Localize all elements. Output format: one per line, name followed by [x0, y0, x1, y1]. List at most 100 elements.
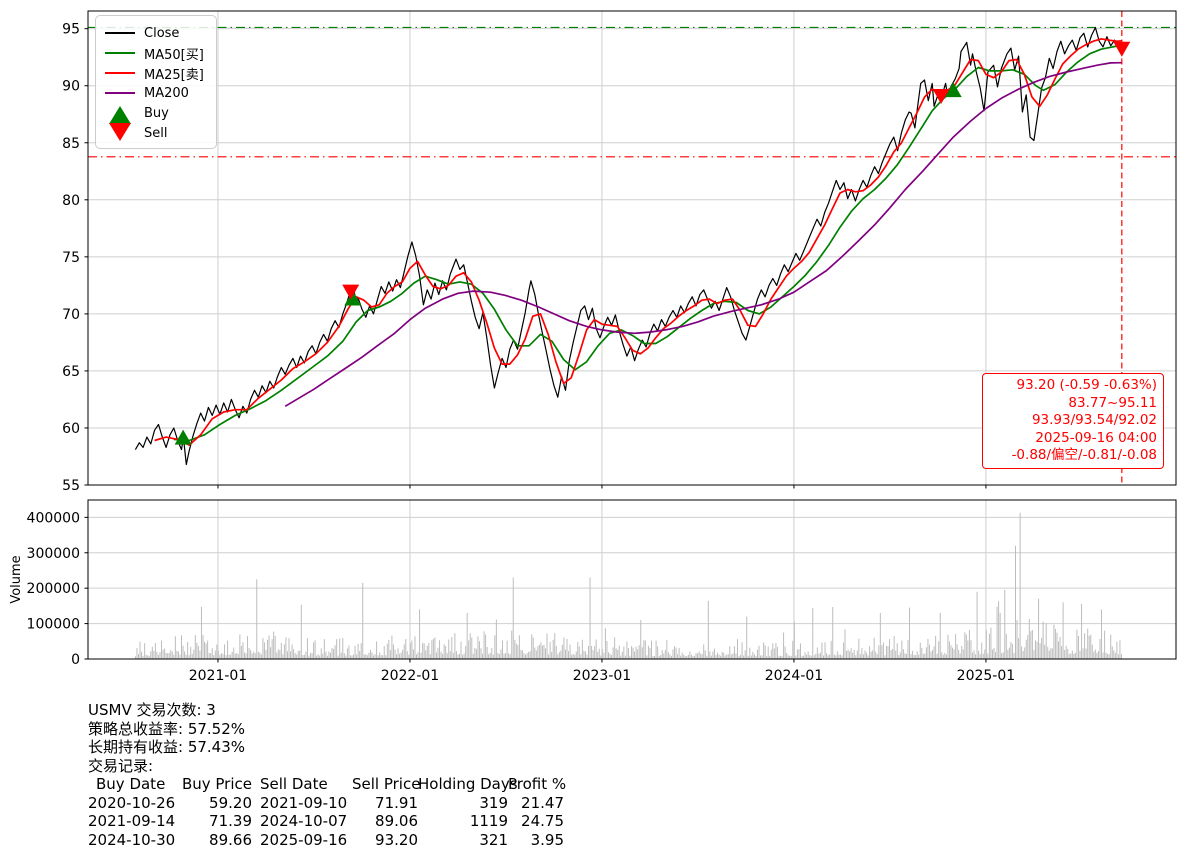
legend-line-swatch	[105, 52, 135, 54]
series-ma200	[284, 61, 1123, 408]
legend-label: MA25[卖]	[144, 67, 204, 83]
series-close	[134, 26, 1123, 466]
legend-line-swatch	[105, 72, 135, 74]
legend-item-close: Close	[105, 23, 204, 43]
volume-ytick-label: 300000	[27, 546, 80, 562]
trade-col-header: Sell Price	[352, 775, 421, 793]
price-ytick-label: 55	[62, 478, 80, 494]
price-ytick-label: 85	[62, 136, 80, 152]
legend-item-ma25: MA25[卖]	[105, 63, 204, 83]
buy-marker	[944, 82, 962, 98]
trade-col-header: Holding Days	[418, 775, 518, 793]
trade-table-header: Buy Date Buy Price Sell Date Sell Price Hold…	[88, 775, 567, 794]
trade-cell: 93.20	[375, 830, 418, 849]
trade-cell: 89.66	[209, 830, 252, 849]
trade-cell: 2020-10-26	[88, 793, 176, 812]
annotation-line: 2025-09-16 04:00	[1035, 429, 1157, 446]
annotation-line: -0.88/偏空/-0.81/-0.08	[1011, 447, 1157, 464]
price-ytick-label: 65	[62, 364, 80, 380]
legend-line-swatch	[105, 32, 135, 34]
trade-cell: 59.20	[209, 793, 252, 812]
trade-table: Buy Date Buy Price Sell Date Sell Price Hold…	[88, 775, 567, 850]
legend-item-buy: Buy	[105, 103, 204, 124]
series-ma25	[154, 38, 1123, 446]
stats-records-label: 交易记录:	[88, 756, 154, 775]
trade-cell: 3.95	[530, 830, 564, 849]
price-ytick-label: 95	[62, 22, 80, 38]
legend-label: Close	[144, 25, 180, 41]
trade-cell: 89.06	[375, 812, 418, 830]
x-axis-tick-label: 2025-01	[957, 668, 1016, 684]
trade-cell: 2024-10-07	[260, 812, 348, 830]
volume-ytick-label: 100000	[27, 617, 80, 633]
series-ma50	[173, 44, 1123, 442]
trade-cell: 2024-10-30	[88, 830, 176, 849]
legend-label: Buy	[144, 105, 169, 121]
x-axis-tick-label: 2022-01	[381, 668, 440, 684]
legend-swatch	[105, 83, 135, 103]
legend-label: MA50[买]	[144, 47, 204, 63]
price-panel-border	[87, 10, 1177, 486]
legend-item-sell: Sell	[105, 122, 204, 143]
trade-col-header: Profit %	[508, 775, 567, 793]
price-volume-chart: 55 60 65 70 75 80 85 90 95 0 100000 200000 300000 400…	[9, 10, 1177, 684]
buy-marker	[344, 290, 362, 306]
annotation-line: 83.77~95.11	[1068, 394, 1157, 411]
volume-axis-label: Volume	[9, 555, 24, 603]
trade-col-header: Buy Date	[96, 775, 166, 793]
strategy-stats: USMV 交易次数: 3 策略总收益率: 57.52% 长期持有收益: 57.4…	[88, 701, 567, 850]
buy-triangle-icon	[109, 105, 131, 124]
x-axis-tick-label: 2024-01	[765, 668, 824, 684]
trade-col-header: Buy Price	[181, 775, 252, 793]
legend-marker-swatch	[105, 122, 135, 143]
price-ytick-label: 70	[62, 307, 80, 323]
x-axis-tick-label: 2023-01	[573, 668, 632, 684]
sell-marker	[342, 284, 360, 300]
trade-cell: 2021-09-14	[88, 812, 176, 830]
sell-marker	[1113, 41, 1131, 57]
price-ytick-label: 90	[62, 79, 80, 95]
trade-cell: 2025-09-16	[260, 830, 348, 849]
trade-row: 2020-10-26 59.20 2021-09-10 71.91 319 21.47	[88, 794, 564, 813]
volume-panel-border	[87, 499, 1177, 660]
legend-label: Sell	[144, 125, 168, 141]
trade-row: 2021-09-14 71.39 2024-10-07 89.06 1119 24.75	[88, 812, 564, 831]
legend-item-ma50: MA50[买]	[105, 43, 204, 63]
price-ytick-label: 60	[62, 421, 80, 437]
price-ytick-label: 75	[62, 250, 80, 266]
price-ytick-label: 80	[62, 193, 80, 209]
sell-triangle-icon	[109, 122, 131, 141]
volume-ytick-label: 200000	[27, 581, 80, 597]
price-annotation-box: 93.20 (-0.59 -0.63%) 83.77~95.11 93.93/93.…	[982, 373, 1164, 469]
stats-hold-return: 长期持有收益: 57.43%	[88, 738, 246, 756]
x-axis-tick-label: 2021-01	[189, 668, 248, 684]
legend-swatch	[105, 63, 135, 83]
trade-cell: 21.47	[521, 793, 564, 812]
trade-cell: 321	[479, 830, 508, 849]
trade-row: 2024-10-30 89.66 2025-09-16 93.20 321 3.95	[88, 831, 564, 850]
trade-col-header: Sell Date	[260, 775, 328, 793]
chart-legend: Close MA50[买] MA25[卖] MA200 Buy Sell	[95, 15, 217, 149]
stats-trade-count: USMV 交易次数: 3	[88, 701, 216, 719]
sell-marker	[932, 88, 950, 104]
trade-cell: 24.75	[521, 812, 564, 830]
legend-swatch	[105, 43, 135, 63]
trade-cell: 71.39	[209, 812, 252, 830]
stats-strategy-return: 策略总收益率: 57.52%	[88, 719, 246, 738]
buy-marker	[174, 429, 192, 445]
legend-marker-swatch	[105, 103, 135, 124]
trade-cell: 71.91	[375, 793, 418, 812]
legend-swatch	[105, 23, 135, 43]
trade-cell: 1119	[469, 812, 508, 830]
annotation-line: 93.93/93.54/92.02	[1031, 412, 1157, 429]
trade-cell: 319	[479, 793, 508, 812]
legend-item-ma200: MA200	[105, 83, 204, 103]
volume-ytick-label: 0	[71, 652, 80, 668]
volume-bars	[134, 512, 1122, 659]
volume-ytick-label: 400000	[27, 510, 80, 526]
legend-line-swatch	[105, 92, 135, 94]
annotation-line: 93.20 (-0.59 -0.63%)	[1016, 377, 1157, 393]
trade-cell: 2021-09-10	[260, 793, 348, 812]
legend-label: MA200	[144, 85, 189, 101]
